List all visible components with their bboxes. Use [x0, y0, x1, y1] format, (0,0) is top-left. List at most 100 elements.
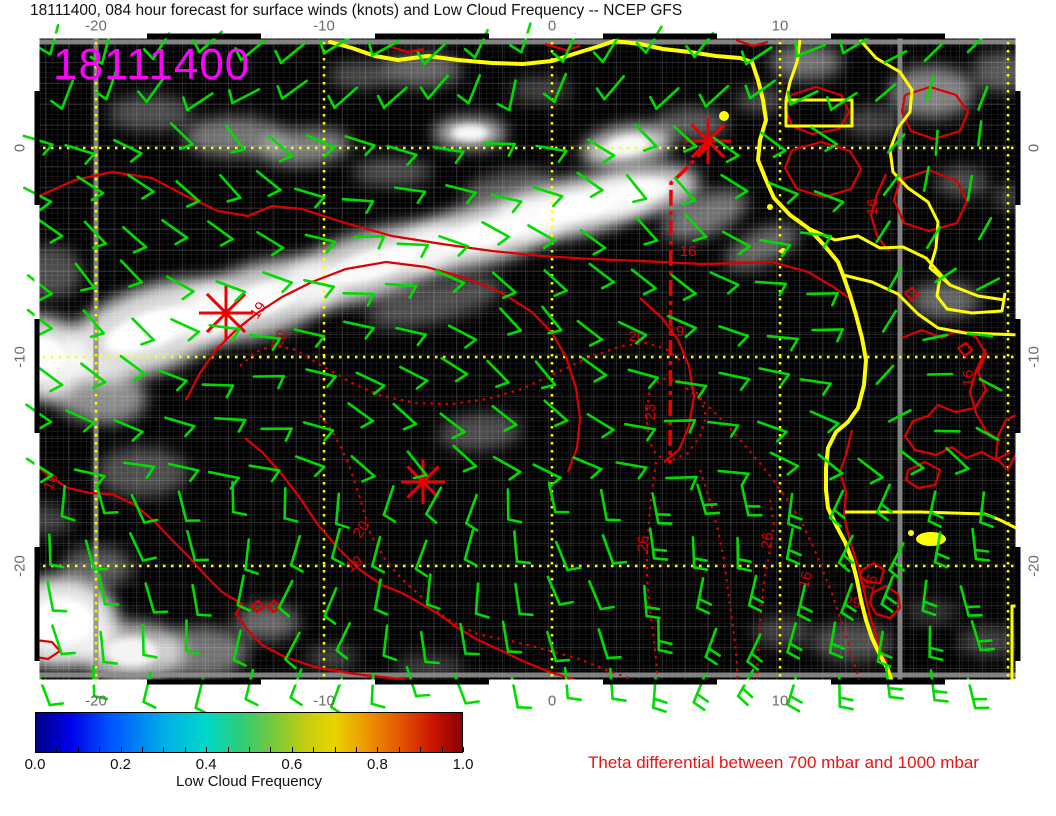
- wind-barb-staff: [543, 399, 569, 422]
- wind-barb-staff: [191, 583, 199, 616]
- axis-label-right: -10: [1025, 346, 1043, 368]
- wind-barb-tick: [542, 92, 556, 104]
- country-border: [858, 39, 1006, 302]
- wind-barb-tick: [182, 96, 189, 112]
- wind-barb-tick: [219, 237, 234, 247]
- wind-barb-staff: [971, 527, 978, 561]
- wind-barb-tick: [463, 47, 477, 59]
- wind-barb-tick: [600, 280, 615, 290]
- wind-barb-tick: [324, 285, 335, 299]
- wind-barb-tick: [226, 196, 242, 203]
- wind-barb-staff: [644, 25, 663, 54]
- wind-barb-tick: [503, 423, 518, 432]
- wind-barb-tick: [50, 99, 64, 110]
- wind-barb-tick: [508, 470, 522, 481]
- colorbar-minor-tick: [142, 747, 143, 752]
- wind-barb-staff: [231, 480, 235, 514]
- wind-barb-tick: [794, 41, 799, 58]
- wind-barb-tick: [271, 337, 282, 351]
- wind-barb-tick: [92, 567, 109, 571]
- wind-barb-tick: [360, 419, 375, 429]
- wind-barb-staff: [344, 135, 376, 147]
- wind-barb-tick: [789, 694, 803, 704]
- timestamp-overlay: 18111400: [53, 40, 251, 89]
- wind-barb-staff: [303, 278, 335, 289]
- wind-barb-tick: [729, 424, 740, 438]
- wind-barb-staff: [720, 173, 749, 193]
- wind-barb-staff: [491, 271, 517, 294]
- wind-barb-staff: [302, 421, 335, 432]
- wind-barb-tick: [645, 614, 661, 620]
- wind-barb-tick: [927, 519, 942, 528]
- wind-barb-tick: [145, 465, 156, 479]
- wind-barb-tick: [832, 508, 846, 520]
- wind-barb-tick: [364, 144, 376, 157]
- wind-barb-staff: [588, 580, 603, 611]
- wind-barb-staff: [255, 169, 282, 192]
- wind-barb-staff: [747, 574, 758, 607]
- theta-contour: [639, 297, 696, 463]
- wind-barb-tick: [822, 234, 833, 249]
- wind-barb-staff: [94, 482, 106, 515]
- wind-barb-tick: [601, 428, 615, 439]
- wind-barb-staff: [508, 79, 517, 112]
- wind-barb-staff: [580, 356, 608, 377]
- wind-barb-tick: [843, 602, 857, 613]
- wind-barb-staff: [406, 450, 428, 477]
- wind-barb-staff: [979, 491, 986, 524]
- wind-barb-staff: [452, 444, 478, 468]
- wind-barb-staff: [617, 320, 648, 337]
- wind-barb-staff: [350, 455, 376, 478]
- wind-barb-tick: [747, 603, 763, 613]
- wind-barb-tick: [838, 705, 854, 711]
- wind-barb-tick: [704, 511, 721, 515]
- wind-barb-tick: [39, 200, 53, 211]
- wind-barb-tick: [507, 518, 523, 524]
- wind-barb-tick: [420, 243, 429, 258]
- wind-barb-staff: [756, 420, 788, 434]
- wind-barb-staff: [341, 197, 375, 203]
- wind-barb-tick: [883, 594, 897, 605]
- wind-barb-tick: [497, 235, 511, 246]
- wind-barb-tick: [49, 383, 64, 393]
- colorbar-minor-tick: [420, 747, 422, 752]
- wind-barb-tick: [502, 291, 517, 299]
- wind-barb-tick: [457, 244, 470, 257]
- wind-barb-tick: [726, 283, 740, 295]
- wind-barb-staff: [130, 493, 146, 524]
- wind-barb-tick: [141, 556, 157, 562]
- colorbar-minor-tick: [270, 747, 272, 752]
- wind-barb-staff: [277, 579, 294, 609]
- wind-barb-tick: [143, 518, 159, 524]
- wind-barb-tick: [549, 476, 562, 488]
- wind-barb-tick: [137, 90, 148, 104]
- wind-barb-staff: [817, 453, 844, 475]
- wind-barb-staff: [768, 181, 799, 196]
- wind-barb-tick: [837, 561, 851, 573]
- wind-barb-tick: [829, 472, 844, 481]
- wind-barb-staff: [880, 575, 895, 606]
- wind-barb-staff: [425, 486, 443, 516]
- axis-label-right: -20: [1025, 555, 1043, 577]
- wind-barb-tick: [361, 474, 376, 483]
- site-markers-layer: [199, 118, 731, 504]
- colorbar-minor-tick: [249, 747, 250, 752]
- wind-barb-tick: [511, 200, 523, 214]
- wind-barb-staff: [603, 75, 625, 101]
- wind-barb-tick: [681, 199, 697, 206]
- wind-barb-staff: [82, 309, 105, 335]
- wind-barb-staff: [945, 446, 970, 470]
- wind-barb-tick: [415, 379, 429, 390]
- wind-barb-staff: [630, 268, 657, 290]
- wind-barb-staff: [122, 226, 148, 249]
- wind-barb-tick: [323, 614, 337, 625]
- wind-barb-staff: [113, 419, 144, 433]
- wind-barb-tick: [692, 701, 706, 712]
- wind-barb-staff: [976, 277, 1001, 291]
- wind-barb-tick: [979, 521, 994, 528]
- wind-barb-tick: [605, 518, 621, 522]
- wind-barb-staff: [532, 185, 564, 198]
- wind-barb-staff: [207, 470, 240, 480]
- wind-barb-tick: [38, 327, 53, 336]
- wind-barb-tick: [688, 419, 697, 434]
